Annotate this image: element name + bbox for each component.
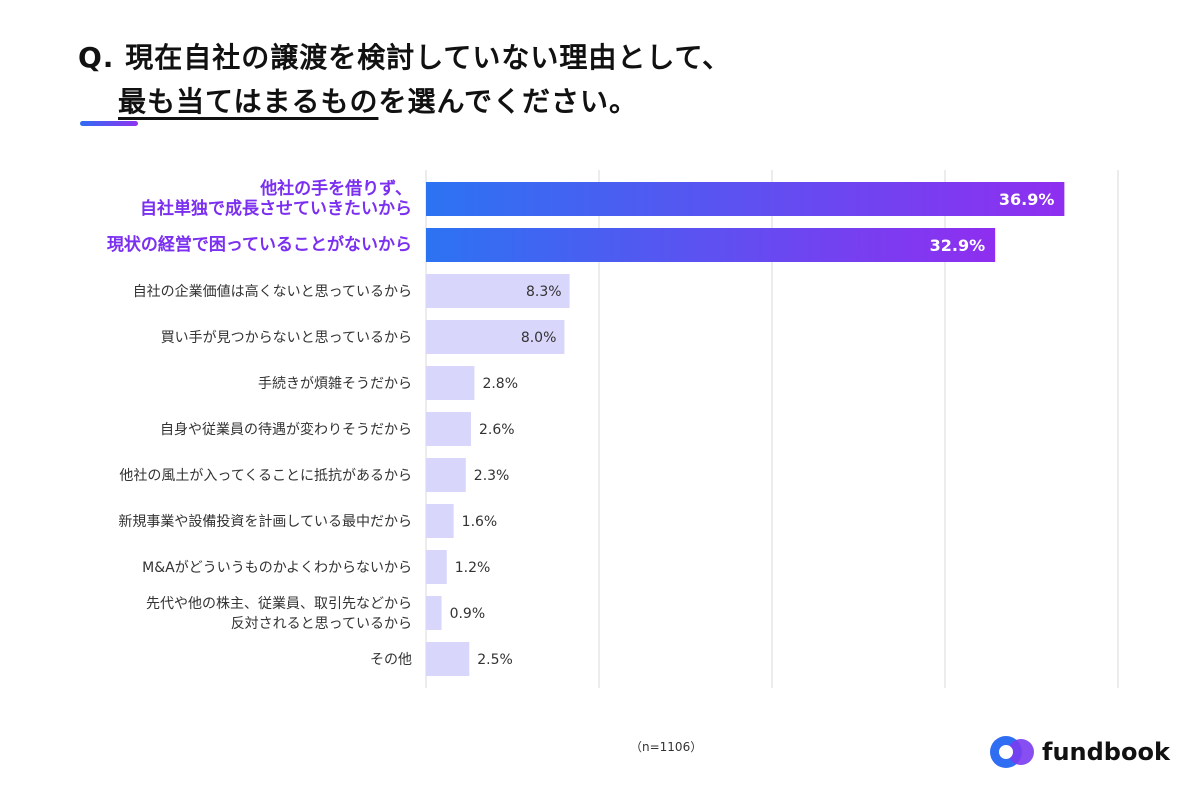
bar-chart: 他社の手を借りず、自社単独で成長させていきたいから 36.9% 現状の経営で困ってい… bbox=[107, 170, 1119, 688]
bar bbox=[426, 596, 442, 630]
category-label: 反対されると思っているから bbox=[231, 616, 412, 632]
category-label: 自社の企業価値は高くないと思っているから bbox=[133, 283, 412, 300]
value-label: 36.9% bbox=[999, 190, 1055, 209]
sample-size-note: （n=1106） bbox=[630, 740, 703, 754]
category-label: 他社の風土が入ってくることに抵抗があるから bbox=[119, 468, 412, 484]
category-label: 先代や他の株主、従業員、取引先などから bbox=[146, 596, 412, 612]
value-label: 2.3% bbox=[474, 468, 510, 484]
value-label: 8.0% bbox=[521, 330, 557, 346]
fundbook-logo-text: fundbook bbox=[1042, 738, 1170, 766]
value-label: 2.8% bbox=[482, 376, 518, 392]
bar bbox=[426, 182, 1065, 216]
fundbook-logo-icon bbox=[990, 734, 1036, 770]
bar bbox=[426, 320, 565, 354]
category-label: 買い手が見つからないと思っているから bbox=[161, 330, 412, 346]
fundbook-logo: fundbook bbox=[990, 732, 1170, 772]
category-label: 現状の経営で困っていることがないから bbox=[107, 234, 412, 255]
value-label: 8.3% bbox=[526, 284, 562, 300]
bar bbox=[426, 274, 570, 308]
value-label: 2.6% bbox=[479, 422, 515, 438]
question-prefix: Q. bbox=[78, 41, 126, 74]
category-label: 他社の手を借りず、 bbox=[259, 178, 412, 199]
category-label: M&Aがどういうものかよくわからないから bbox=[142, 560, 412, 576]
value-label: 32.9% bbox=[930, 236, 986, 255]
bar bbox=[426, 412, 471, 446]
question-title: Q. 現在自社の譲渡を検討していない理由として、 最も当てはまるものを選んでくだ… bbox=[78, 36, 731, 124]
bar bbox=[426, 366, 475, 400]
category-label: 自身や従業員の待遇が変わりそうだから bbox=[160, 421, 412, 438]
category-label: 手続きが煩雑そうだから bbox=[258, 375, 412, 392]
question-underlined-phrase: 最も当てはまるもの bbox=[118, 85, 379, 118]
bar bbox=[426, 504, 454, 538]
question-line-1: 現在自社の譲渡を検討していない理由として、 bbox=[125, 41, 732, 74]
value-label: 2.5% bbox=[477, 652, 513, 668]
title-accent-bar bbox=[80, 121, 138, 126]
category-label: その他 bbox=[370, 652, 412, 668]
bar bbox=[426, 458, 466, 492]
value-label: 1.2% bbox=[455, 560, 491, 576]
value-label: 1.6% bbox=[462, 514, 498, 530]
bar bbox=[426, 642, 470, 676]
category-label: 新規事業や設備投資を計画している最中だから bbox=[118, 514, 412, 530]
category-label: 自社単独で成長させていきたいから bbox=[140, 198, 412, 219]
bar bbox=[426, 228, 996, 262]
question-line-2: を選んでください。 bbox=[378, 85, 639, 118]
bar bbox=[426, 550, 447, 584]
value-label: 0.9% bbox=[450, 606, 486, 622]
